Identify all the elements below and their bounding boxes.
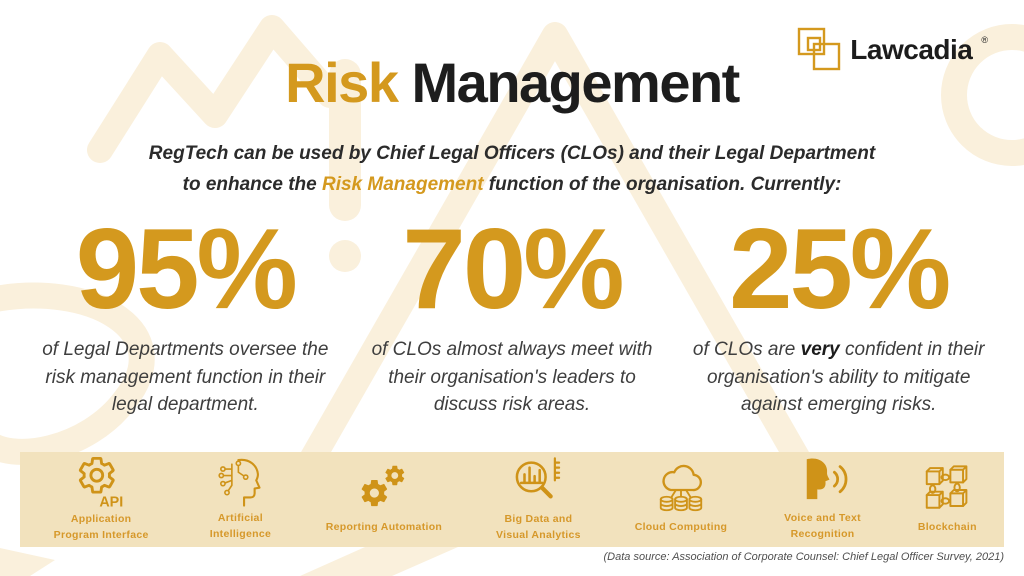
stat-legal-departments: 95% of Legal Departments oversee the ris… <box>22 206 349 419</box>
stat-value: 95% <box>75 206 298 333</box>
watermark-corner-shape <box>0 548 55 576</box>
speaking-head-icon <box>806 458 847 500</box>
stat-value: 70% <box>402 206 624 333</box>
statistics-row: 95% of Legal Departments oversee the ris… <box>22 206 1002 419</box>
api-gear-icon: API <box>79 457 123 510</box>
tech-item-reporting-automation: Reporting Automation <box>326 463 442 536</box>
stat-caption: of CLOs are very confident in their orga… <box>692 339 985 416</box>
watermark-warning-triangle <box>287 22 823 493</box>
stat-clo-meetings: 70% of CLOs almost always meet with thei… <box>349 206 676 419</box>
tech-label: Blockchain <box>917 521 977 534</box>
tech-item-blockchain: Blockchain <box>918 463 977 536</box>
stat-caption: of Legal Departments oversee the risk ma… <box>42 339 329 416</box>
cloud-database-icon <box>659 464 703 512</box>
tech-item-cloud-computing: Cloud Computing <box>635 463 728 536</box>
tech-item-voice-text: Voice and Text Recognition <box>778 456 868 543</box>
magnifier-chart-icon <box>516 457 561 499</box>
logo-wordmark: Lawcadia <box>850 34 973 65</box>
regtech-technology-bar: API Application Program Interface Artifi… <box>20 452 1004 547</box>
intro-paragraph: RegTech can be used by Chief Legal Offic… <box>0 138 1024 200</box>
tech-item-artificial-intelligence: Artificial Intelligence <box>205 456 275 543</box>
stat-caption: of CLOs almost always meet with their or… <box>371 339 653 416</box>
intro-accent-phrase: Risk Management <box>321 174 484 195</box>
double-gears-icon <box>361 465 405 507</box>
tech-item-big-data: Big Data and Visual Analytics <box>492 455 584 544</box>
page-title: Risk Management <box>0 50 1024 115</box>
title-accent: Risk <box>285 51 399 114</box>
lawcadia-logo: Lawcadia ® <box>797 27 988 73</box>
lawcadia-overlapping-squares-icon <box>798 27 841 71</box>
watermark-ring <box>941 24 1024 166</box>
intro-line-1: RegTech can be used by Chief Legal Offic… <box>148 143 876 164</box>
watermark-gear-edge <box>87 15 343 163</box>
tech-label: Artificial Intelligence <box>209 512 272 540</box>
watermark-curve <box>0 282 155 465</box>
stat-clo-confidence: 25% of CLOs are very confident in their … <box>675 206 1002 419</box>
tech-item-api: API Application Program Interface <box>47 455 155 544</box>
tech-label: Reporting Automation <box>325 521 443 534</box>
linked-cubes-icon <box>926 465 968 509</box>
tech-label: Voice and Text Recognition <box>784 512 861 540</box>
watermark-parallelogram <box>300 547 458 576</box>
title-rest: Management <box>397 51 741 114</box>
stat-value: 25% <box>729 206 951 333</box>
watermark-exclamation-dot <box>329 240 361 272</box>
tech-label: Big Data and Visual Analytics <box>496 513 581 541</box>
tech-label: Cloud Computing <box>634 521 728 534</box>
api-icon-text: API <box>99 495 123 510</box>
intro-line-2: to enhance the Risk Management function … <box>182 174 842 195</box>
tech-label: Application Program Interface <box>53 513 149 541</box>
data-source-note: (Data source: Association of Corporate C… <box>603 551 1004 563</box>
registered-trademark-symbol: ® <box>981 35 988 45</box>
ai-head-circuit-icon <box>218 459 261 507</box>
